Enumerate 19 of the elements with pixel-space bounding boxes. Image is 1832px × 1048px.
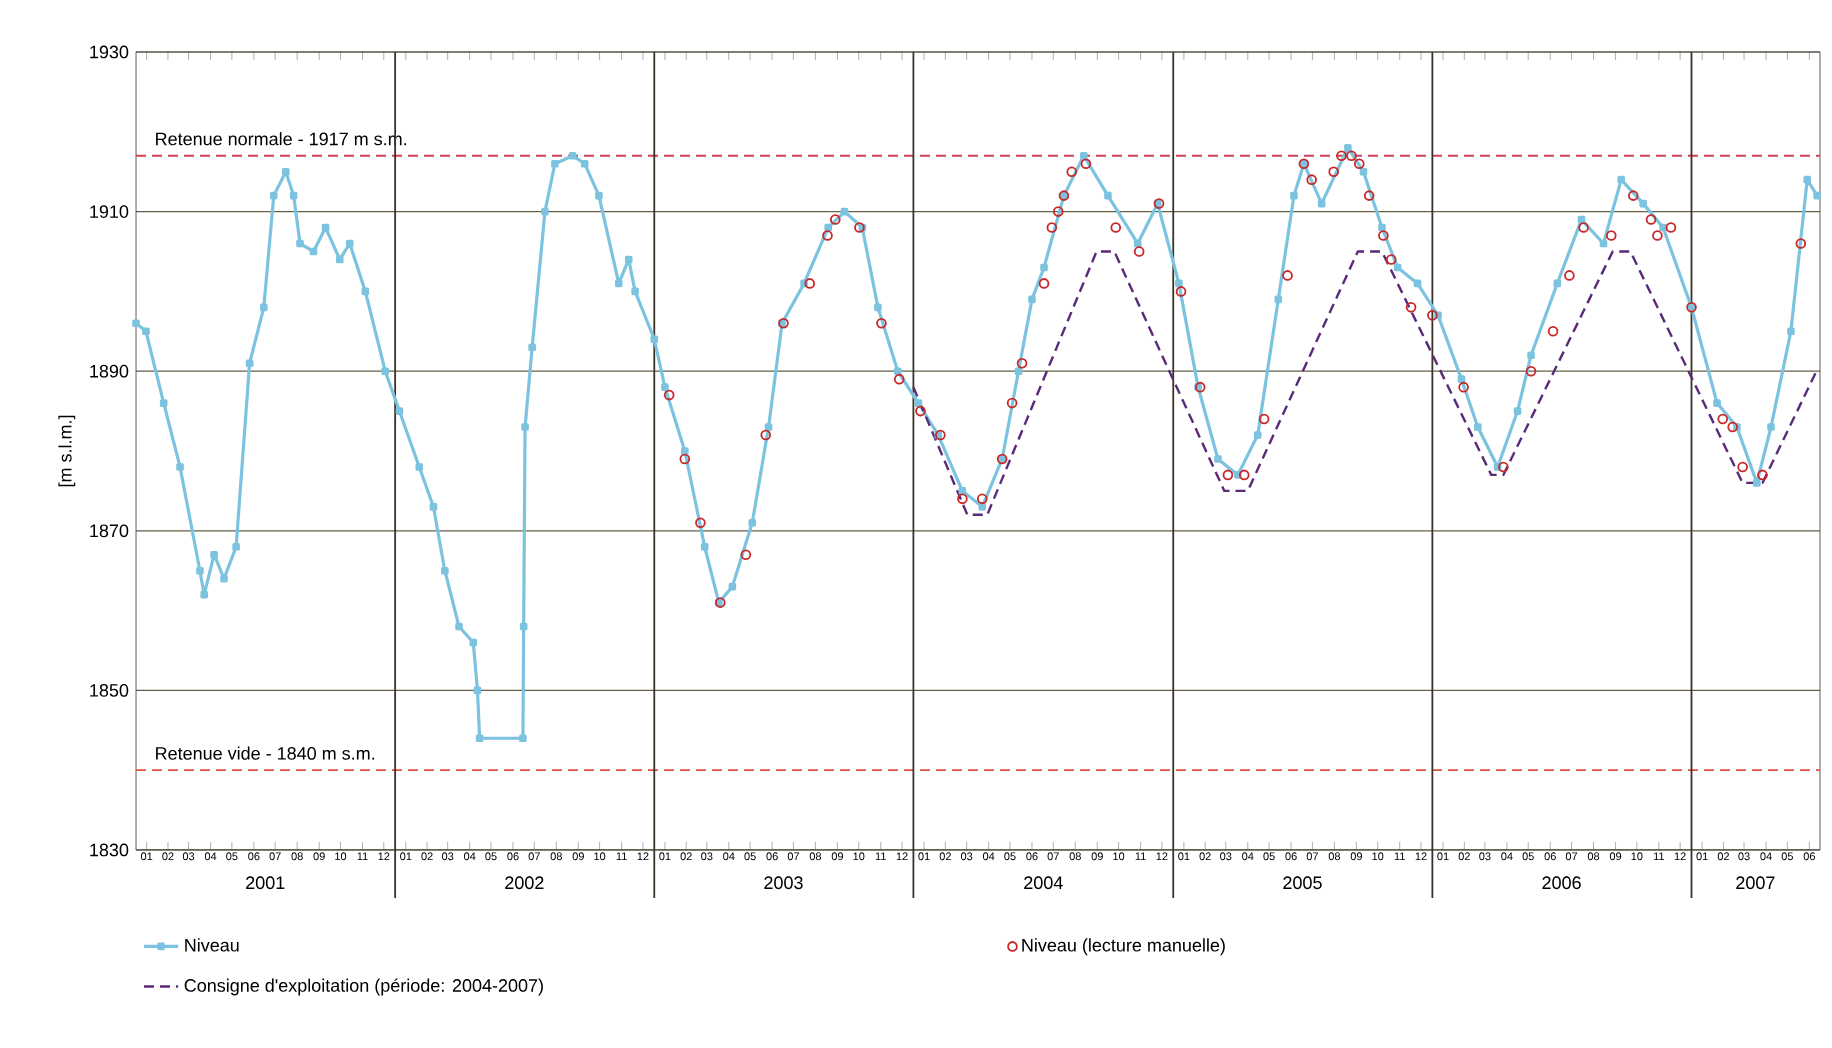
y-tick-label: 1910 bbox=[90, 205, 129, 218]
x2-tick-label: 2004 bbox=[1024, 876, 1063, 890]
x2-tick-label: 2005 bbox=[1283, 876, 1322, 890]
x2-tick-label: 2001 bbox=[246, 876, 285, 890]
y-tick-label: 1870 bbox=[90, 524, 129, 538]
y-tick-label: 1930 bbox=[90, 45, 129, 59]
x2-tick-label: 2003 bbox=[764, 876, 803, 890]
ref-line-label: Retenue vide - 1840 m s.m. bbox=[156, 746, 375, 760]
y-tick-label: 1850 bbox=[90, 683, 129, 697]
x2-tick-label: 2002 bbox=[505, 876, 544, 890]
y-tick-label: 1890 bbox=[90, 364, 129, 378]
y-tick-label: 1830 bbox=[90, 843, 129, 857]
legend-label: Niveau bbox=[185, 938, 239, 952]
x2-tick-label: 2006 bbox=[1542, 876, 1581, 890]
x2-tick-label: 2007 bbox=[1736, 876, 1775, 890]
legend-label: Niveau (lecture manuelle) bbox=[1022, 938, 1225, 956]
legend-label: Consigne d'exploitation (période: 2004-2007) bbox=[184, 978, 543, 996]
line-series bbox=[912, 250, 1818, 517]
y-axis-title: [m s.l.m.] bbox=[58, 415, 76, 487]
